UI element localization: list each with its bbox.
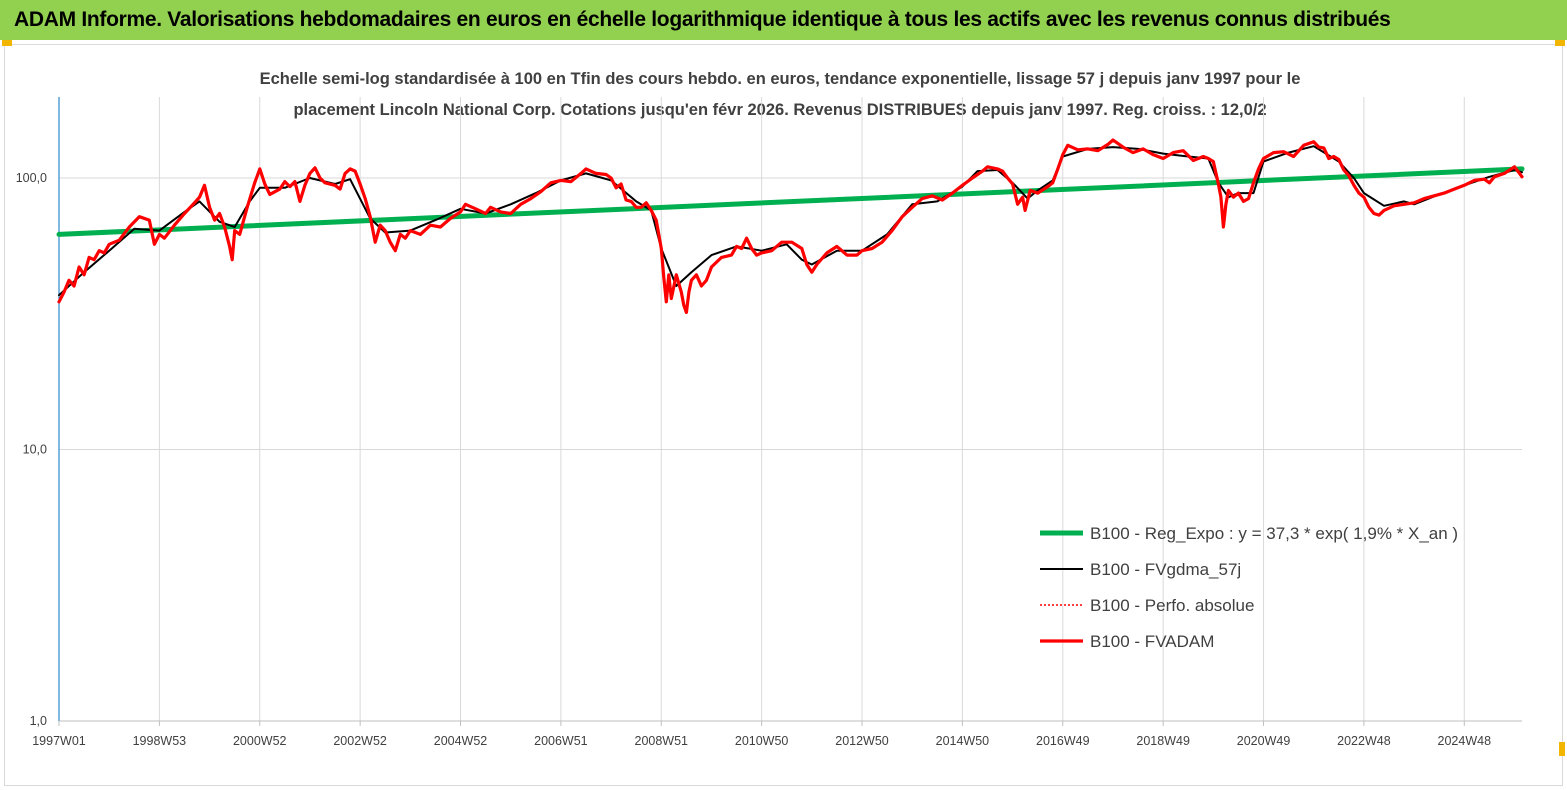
x-tick-label: 2014W50 [936, 734, 990, 748]
x-tick-label: 2010W50 [735, 734, 789, 748]
x-tick-label: 2024W48 [1438, 734, 1492, 748]
y-tick-label: 100,0 [16, 171, 47, 185]
legend-label: B100 - Perfo. absolue [1090, 596, 1254, 615]
report-title: ADAM Informe. Valorisations hebdomadaire… [14, 8, 1391, 31]
series-lines [56, 138, 1525, 314]
x-tick-label: 2000W52 [233, 734, 287, 748]
legend-label: B100 - Reg_Expo : y = 37,3 * exp( 1,9% *… [1090, 524, 1458, 543]
x-tick-label: 2004W52 [434, 734, 488, 748]
x-tick-label: 1998W53 [133, 734, 187, 748]
x-tick-label: 2006W51 [534, 734, 588, 748]
x-tick-label: 2012W50 [835, 734, 889, 748]
frame-corner-marker [1559, 742, 1565, 756]
x-tick-label: 2018W49 [1136, 734, 1190, 748]
x-tick-label: 2002W52 [333, 734, 387, 748]
x-tick-label: 2016W49 [1036, 734, 1090, 748]
x-tick-label: 2008W51 [635, 734, 689, 748]
x-tick-label: 2020W49 [1237, 734, 1291, 748]
legend-label: B100 - FVADAM [1090, 632, 1214, 651]
series-line-thin-black [58, 145, 1523, 297]
y-tick-label: 1,0 [30, 714, 47, 728]
series-line-thick-red [57, 138, 1524, 314]
header-banner: ADAM Informe. Valorisations hebdomadaire… [0, 0, 1567, 40]
axes: 1,0 10,0 100,0 1997W01 1998W53 2000W52 2002W52… [16, 97, 1522, 748]
frame-corner-marker [1555, 40, 1565, 46]
legend-label: B100 - FVgdma_57j [1090, 560, 1241, 579]
series-line-thick-green [56, 166, 1525, 237]
y-tick-label: 10,0 [23, 443, 47, 457]
x-tick-label: 2022W48 [1337, 734, 1391, 748]
chart-subtitle-line-2: placement Lincoln National Corp. Cotatio… [293, 101, 1266, 119]
chart-subtitle-line-1: Echelle semi-log standardisée à 100 en T… [260, 70, 1301, 88]
x-tick-label: 1997W01 [32, 734, 86, 748]
frame-corner-marker [2, 40, 12, 46]
legend: B100 - Reg_Expo : y = 37,3 * exp( 1,9% *… [1040, 524, 1458, 651]
chart-frame [4, 44, 1563, 786]
